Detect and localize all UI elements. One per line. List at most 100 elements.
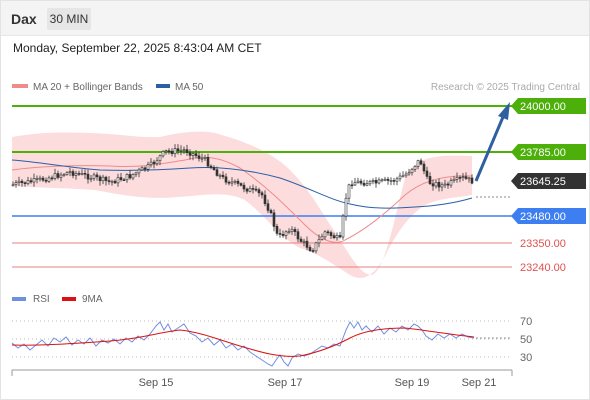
candle-body [347,184,351,199]
candle-body [152,161,156,165]
candle-body [68,171,72,173]
candle-body [335,235,339,239]
candle-body [212,167,216,170]
forecast-arrow [474,116,505,182]
candle-body [164,150,168,152]
candle-body [272,212,276,227]
candle-body [44,179,48,182]
rsi-ma-legend-swatch [62,297,76,301]
label-23645: 23645.25 [520,176,566,188]
timestamp: Monday, September 22, 2025 8:43:04 AM CE… [13,41,262,55]
label-23350: 23350.00 [520,238,566,250]
timeframe-button[interactable]: 30 MIN [47,8,91,30]
candle-body [395,178,399,182]
candle-body [221,174,225,178]
candle-body [428,176,432,184]
candle-body [14,182,18,185]
label-bg-24000 [511,98,586,114]
candle-body [17,180,21,183]
candlestick-series [11,144,474,254]
symbol-name: Dax [11,11,37,27]
label-23785: 23785.00 [520,147,566,159]
candle-body [242,184,246,190]
ma20-legend-swatch [12,84,28,88]
candle-body [149,161,153,165]
candle-body [404,173,408,177]
candle-body [26,180,30,185]
candle-body [431,183,435,187]
candle-body [308,247,312,251]
candle-body [194,153,198,157]
candle-body [455,177,459,180]
candle-body [185,149,189,154]
candle-body [281,234,285,236]
candle-body [380,179,384,182]
ma20-legend-label: MA 20 + Bollinger Bands [33,82,143,93]
rsi-ma-line [11,327,475,357]
candle-body [146,164,150,170]
candle-body [248,188,252,192]
candle-body [77,173,81,175]
candle-body [284,231,288,236]
candle-body [365,183,369,186]
candle-body [140,167,144,171]
candle-body [107,180,111,182]
label-23480: 23480.00 [520,211,566,223]
candle-body [458,177,462,179]
candle-body [350,184,354,187]
candle-body [173,148,177,154]
candle-body [290,229,294,232]
ma20-line [11,156,473,243]
candle-body [410,169,414,173]
rsi-ma-legend-label: 9MA [82,294,103,305]
candle-body [341,215,345,238]
candle-body [197,155,201,159]
candle-body [233,180,237,183]
candle-body [440,184,444,188]
label-bg-23480 [511,208,586,224]
candle-body [278,233,282,235]
candle-body [92,174,96,179]
candle-body [83,173,87,175]
candle-body [416,160,420,167]
x-axis-label-sep17: Sep 17 [268,377,303,389]
candle-body [299,238,303,242]
bollinger-band [12,131,472,279]
candle-body [401,175,405,178]
candle-body [65,172,69,175]
candle-body [266,203,270,211]
candle-body [437,182,441,188]
candle-body [104,176,108,181]
candle-body [422,163,426,172]
label-23240: 23240.00 [520,262,566,274]
candle-body [398,175,402,180]
candle-body [230,181,234,184]
ma50-line [11,159,473,209]
candle-body [446,183,450,186]
candle-body [122,179,126,181]
candle-body [452,179,456,182]
candle-body [29,180,33,183]
candle-body [176,148,180,151]
candle-body [311,250,315,252]
candle-body [407,172,411,175]
candle-body [131,174,135,179]
candle-body [98,176,102,182]
candle-body [467,177,471,180]
candle-body [323,231,327,238]
candle-body [143,167,147,170]
candle-body [305,240,309,248]
candle-body [182,149,186,151]
candle-body [443,183,447,186]
rsi-legend-swatch [12,297,26,301]
candle-body [206,157,210,167]
candle-body [275,226,279,234]
candle-body [38,177,42,180]
candle-body [374,180,378,184]
rsi-legend-label: RSI [33,294,50,305]
candle-body [80,173,84,175]
candle-body [158,155,162,162]
candle-body [41,177,45,181]
candle-body [434,182,438,187]
